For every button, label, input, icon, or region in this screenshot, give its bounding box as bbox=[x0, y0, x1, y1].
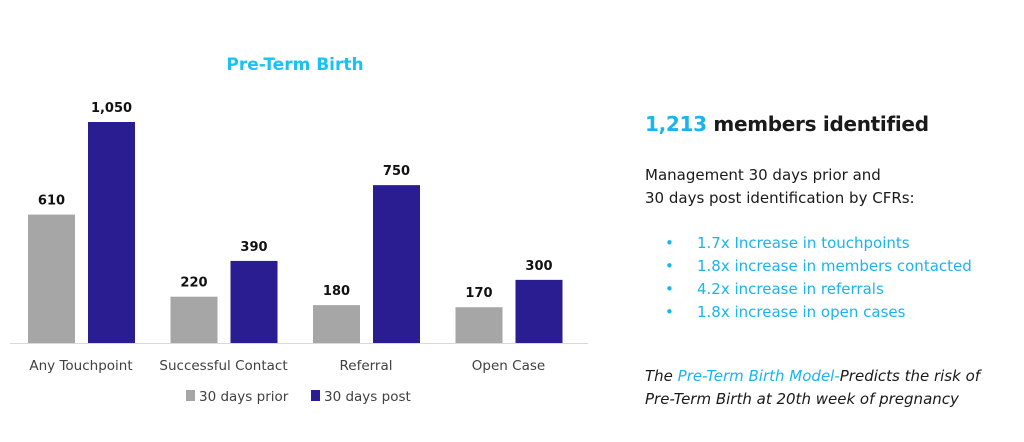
category-label: Successful Contact bbox=[159, 358, 287, 374]
bar-prior bbox=[170, 296, 218, 343]
model-name: Pre-Term Birth Model- bbox=[677, 367, 840, 385]
category-label: Any Touchpoint bbox=[29, 358, 132, 374]
model-text-line2: Pre-Term Birth at 20th week of pregnancy bbox=[645, 390, 959, 408]
increase-list: • 1.7x Increase in touchpoints • 1.8x incr… bbox=[665, 232, 972, 324]
model-prefix: The bbox=[645, 367, 678, 385]
model-description: The Pre-Term Birth Model-Predicts the ri… bbox=[645, 365, 980, 411]
category-label: Open Case bbox=[472, 358, 545, 374]
model-text: Predicts the risk of bbox=[839, 367, 981, 385]
list-item-text: 1.7x Increase in touchpoints bbox=[697, 234, 910, 252]
data-label: 610 bbox=[38, 194, 65, 209]
data-label: 1,050 bbox=[91, 101, 132, 116]
data-label: 390 bbox=[240, 240, 267, 255]
bar-post bbox=[373, 185, 420, 343]
chart-title: Pre-Term Birth bbox=[226, 55, 363, 75]
list-item: • 1.7x Increase in touchpoints bbox=[665, 232, 972, 255]
list-item-text: 1.8x increase in members contacted bbox=[697, 257, 972, 275]
bar-prior bbox=[455, 307, 503, 343]
legend-swatch bbox=[311, 390, 320, 401]
description-line: 30 days post identification by CFRs: bbox=[645, 189, 915, 207]
bar-prior bbox=[313, 305, 360, 343]
data-label: 170 bbox=[465, 286, 492, 301]
headline-text: members identified bbox=[706, 112, 929, 136]
list-item-text: 1.8x increase in open cases bbox=[697, 303, 906, 321]
bullet-icon: • bbox=[665, 280, 674, 298]
data-label: 180 bbox=[323, 284, 350, 299]
legend-label: 30 days post bbox=[324, 389, 411, 405]
bar-chart: Pre-Term Birth 610 1,050 Any Touchpoint 220… bbox=[10, 55, 588, 405]
description: Management 30 days prior and 30 days pos… bbox=[645, 164, 915, 210]
bullet-icon: • bbox=[665, 234, 674, 252]
data-label: 300 bbox=[525, 259, 552, 274]
data-label: 750 bbox=[383, 164, 410, 179]
list-item-text: 4.2x increase in referrals bbox=[697, 280, 884, 298]
bar-prior bbox=[28, 214, 75, 343]
list-item: • 1.8x increase in members contacted bbox=[665, 255, 972, 278]
data-label: 220 bbox=[180, 276, 207, 291]
member-count: 1,213 bbox=[645, 112, 707, 136]
bullet-icon: • bbox=[665, 257, 674, 275]
bar-post bbox=[230, 260, 278, 343]
description-line: Management 30 days prior and bbox=[645, 166, 881, 184]
bullet-icon: • bbox=[665, 303, 674, 321]
legend-label: 30 days prior bbox=[199, 389, 289, 405]
list-item: • 4.2x increase in referrals bbox=[665, 278, 972, 301]
list-item: • 1.8x increase in open cases bbox=[665, 301, 972, 324]
legend: 30 days prior 30 days post bbox=[186, 389, 411, 405]
category-label: Referral bbox=[339, 358, 392, 374]
members-headline: 1,213 members identified bbox=[645, 112, 929, 136]
bar-post bbox=[88, 122, 135, 343]
legend-swatch bbox=[186, 390, 195, 401]
bar-post bbox=[515, 279, 563, 343]
